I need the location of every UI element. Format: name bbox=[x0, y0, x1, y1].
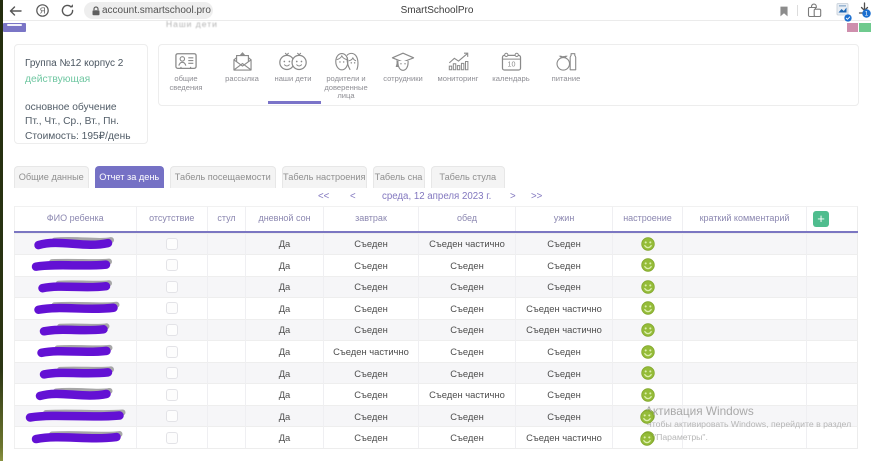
svg-text:Я: Я bbox=[40, 7, 46, 16]
svg-text:1: 1 bbox=[865, 11, 869, 18]
svg-text:10: 10 bbox=[507, 61, 515, 69]
